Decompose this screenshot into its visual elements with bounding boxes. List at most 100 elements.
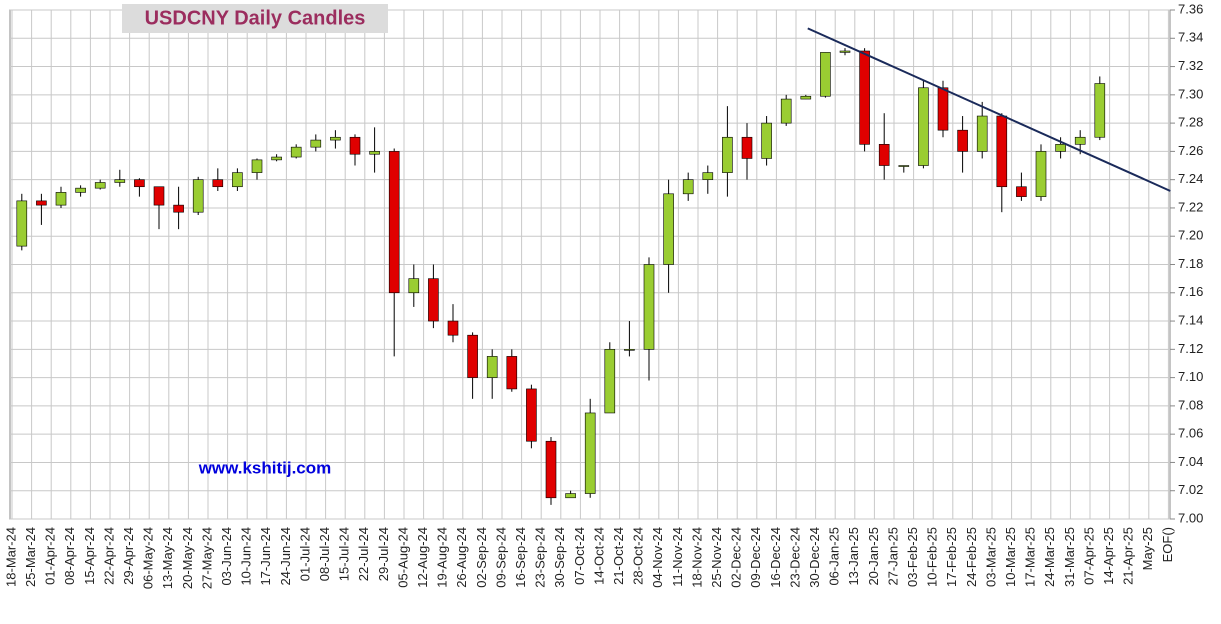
x-tick-label: 08-Jul-24 [317, 527, 332, 581]
x-tick-label: 27-May-24 [199, 527, 214, 589]
candle-body [55, 192, 67, 206]
y-tick-label: 7.32 [1178, 58, 1203, 73]
title-box [122, 4, 388, 33]
x-tick-label: May-25 [1140, 527, 1155, 570]
candle-body [526, 388, 537, 442]
candle-body [820, 52, 831, 97]
x-tick-label: 23-Sep-24 [533, 527, 548, 588]
x-tick-label: 24-Jun-24 [278, 527, 293, 586]
x-tick-label: 16-Sep-24 [513, 527, 528, 588]
y-tick-label: 7.24 [1178, 171, 1203, 186]
x-tick-label: 13-Jan-25 [846, 527, 861, 586]
x-tick-label: 03-Jun-24 [219, 527, 234, 586]
x-tick-label: 14-Oct-24 [591, 527, 606, 585]
candle-body [702, 172, 714, 180]
y-tick-label: 7.26 [1178, 143, 1203, 158]
x-tick-label: 01-Jul-24 [297, 527, 312, 581]
candle-body [75, 187, 86, 193]
x-tick-label: 09-Sep-24 [493, 527, 508, 588]
candle-body [36, 200, 47, 206]
candle-body [486, 356, 498, 378]
candle-body [310, 139, 322, 148]
candle-body [1055, 144, 1066, 152]
candle-body [16, 200, 28, 247]
x-tick-label: 14-Apr-25 [1101, 527, 1116, 585]
candle-body [173, 204, 184, 213]
x-tick-label: 17-Mar-25 [1023, 527, 1038, 587]
y-tick-label: 7.08 [1178, 397, 1203, 412]
x-tick-label: 28-Oct-24 [631, 527, 646, 585]
y-tick-label: 7.14 [1178, 312, 1203, 327]
x-tick-label: 17-Jun-24 [258, 527, 273, 586]
x-tick-label: 07-Oct-24 [572, 527, 587, 585]
x-tick-label: 12-Aug-24 [415, 527, 430, 588]
candle-body [1035, 151, 1047, 197]
candle-body [682, 179, 694, 195]
candle-body [388, 151, 400, 294]
x-tick-label: 31-Mar-25 [1062, 527, 1077, 587]
x-tick-label: 01-Apr-24 [43, 527, 58, 585]
y-tick-label: 7.02 [1178, 482, 1203, 497]
candle-body [957, 129, 968, 152]
y-tick-label: 7.10 [1178, 369, 1203, 384]
y-tick-label: 7.12 [1178, 341, 1203, 356]
x-tick-label: 20-Jan-25 [866, 527, 881, 586]
candle-body [878, 144, 890, 166]
candle-body [663, 193, 674, 265]
candle-body [271, 156, 282, 161]
trendline [807, 27, 1171, 192]
y-tick-label: 7.20 [1178, 228, 1203, 243]
y-tick-label: 7.18 [1178, 256, 1203, 271]
candle-body [134, 179, 145, 188]
x-tick-label: 09-Dec-24 [748, 527, 763, 588]
watermark: www.kshitij.com [198, 458, 332, 477]
candle-body [212, 179, 224, 188]
candle-body [290, 146, 302, 158]
x-tick-label: 18-Nov-24 [689, 527, 704, 588]
candle-body [1074, 136, 1086, 145]
x-tick-label: 11-Nov-24 [670, 527, 685, 587]
candle-body [859, 50, 870, 145]
x-tick-label: 04-Nov-24 [650, 527, 665, 588]
candle-body [604, 349, 616, 414]
chart-title: USDCNY Daily Candles [145, 7, 366, 29]
y-tick-label: 7.28 [1178, 115, 1203, 130]
x-tick-label: EOF() [1160, 527, 1175, 562]
x-tick-label: 15-Jul-24 [337, 527, 352, 581]
x-tick-label: 25-Nov-24 [709, 527, 724, 588]
x-tick-label: 10-Feb-25 [925, 527, 940, 587]
x-tick-label: 26-Aug-24 [454, 527, 469, 588]
candle-body [741, 136, 753, 159]
x-tick-label: 03-Feb-25 [905, 527, 920, 587]
candle-body [584, 412, 596, 494]
candle-body [996, 115, 1008, 188]
x-tick-label: 08-Apr-24 [62, 527, 77, 585]
x-tick-label: 21-Apr-25 [1121, 527, 1136, 585]
candle-body [330, 136, 341, 141]
candle-body [898, 165, 910, 167]
candle-body [251, 159, 263, 173]
candle-body [232, 172, 243, 188]
x-tick-label: 24-Mar-25 [1042, 527, 1057, 587]
x-tick-label: 30-Dec-24 [807, 527, 822, 588]
x-tick-label: 19-Aug-24 [435, 527, 450, 588]
candle-body [467, 334, 478, 378]
candle-body [722, 136, 733, 173]
y-tick-label: 7.30 [1178, 86, 1203, 101]
x-tick-label: 17-Feb-25 [944, 527, 959, 587]
candle-body [800, 95, 812, 100]
y-tick-label: 7.22 [1178, 199, 1203, 214]
y-tick-label: 7.00 [1178, 510, 1203, 525]
candle-body [506, 356, 518, 390]
candle-body [624, 349, 635, 351]
candle-body [643, 264, 655, 350]
candle-body [780, 98, 792, 124]
y-tick-label: 7.06 [1178, 426, 1203, 441]
candle-body [408, 278, 420, 294]
x-tick-label: 06-Jan-25 [827, 527, 842, 586]
x-tick-label: 16-Dec-24 [768, 527, 783, 588]
x-tick-label: 06-May-24 [141, 527, 156, 589]
candle-body [192, 179, 204, 213]
candle-body [976, 115, 988, 152]
